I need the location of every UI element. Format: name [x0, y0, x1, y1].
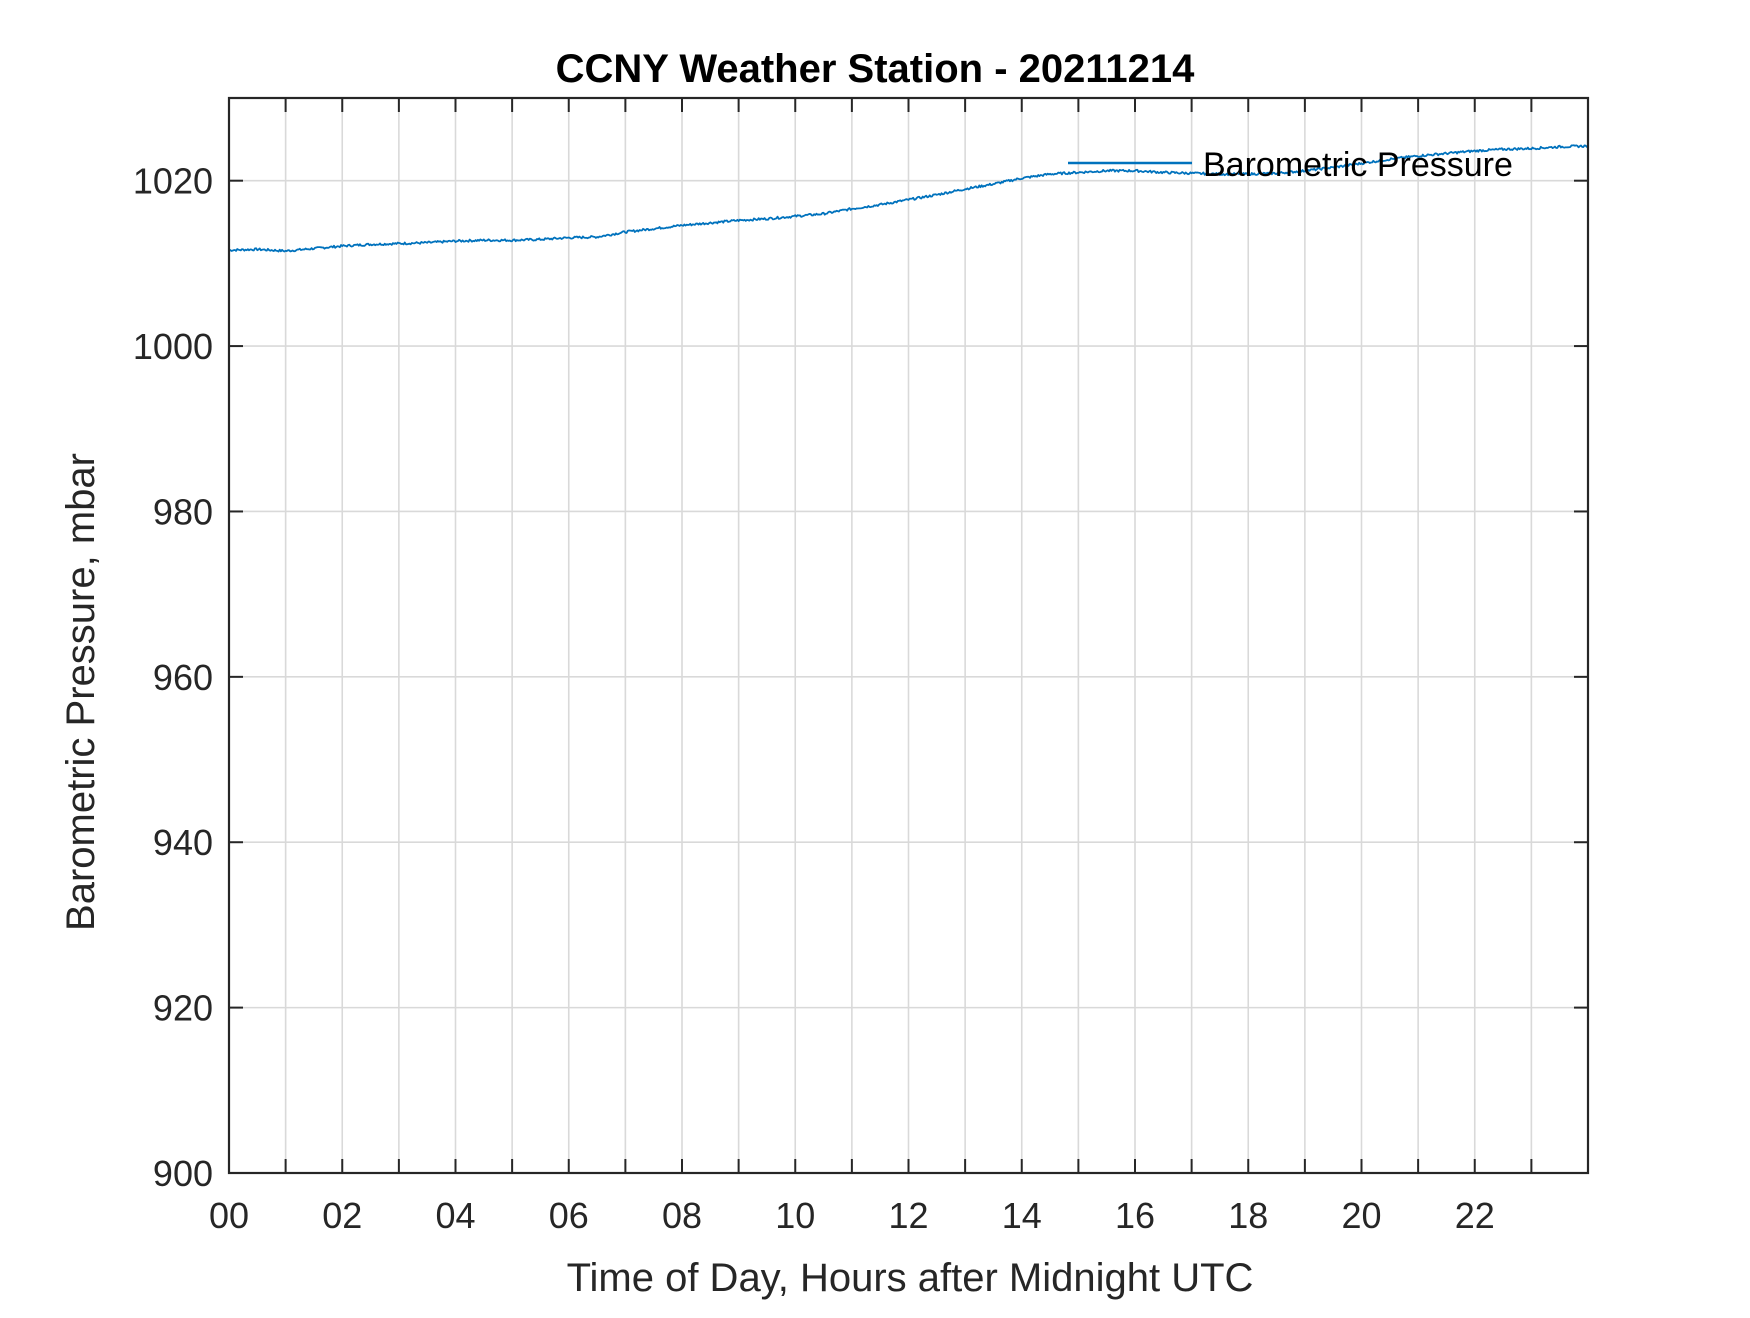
axis-ticks [229, 98, 1588, 1174]
x-tick-label: 02 [322, 1195, 362, 1236]
y-tick-label: 1000 [133, 326, 213, 367]
legend: Barometric Pressure [1068, 146, 1513, 184]
series-line-barometric-pressure [228, 144, 1589, 253]
x-tick-label: 08 [662, 1195, 702, 1236]
y-tick-label: 980 [153, 491, 213, 532]
plot-frame [227, 96, 1590, 1175]
y-axis-label: Barometric Pressure, mbar [59, 453, 103, 931]
y-tick-label: 960 [153, 657, 213, 698]
x-tick-label: 10 [775, 1195, 815, 1236]
x-tick-label: 04 [435, 1195, 475, 1236]
legend-label: Barometric Pressure [1203, 146, 1513, 184]
x-tick-label: 18 [1228, 1195, 1268, 1236]
x-tick-label: 22 [1455, 1195, 1495, 1236]
series-layer [228, 144, 1589, 253]
y-tick-label: 900 [153, 1153, 213, 1194]
x-tick-label: 12 [888, 1195, 928, 1236]
x-tick-label: 14 [1002, 1195, 1042, 1236]
x-tick-label: 06 [549, 1195, 589, 1236]
y-tick-labels: 900 920 940 960 980 1000 1020 [133, 161, 213, 1194]
x-axis-label: Time of Day, Hours after Midnight UTC [567, 1256, 1254, 1300]
y-tick-label: 1020 [133, 161, 213, 202]
chart-title: CCNY Weather Station - 20211214 [556, 47, 1196, 91]
y-tick-label: 920 [153, 988, 213, 1029]
grid-lines [229, 98, 1588, 1173]
x-tick-label: 16 [1115, 1195, 1155, 1236]
x-tick-label: 20 [1341, 1195, 1381, 1236]
x-tick-labels: 00 02 04 06 08 10 12 14 16 18 20 22 [209, 1195, 1495, 1236]
y-tick-label: 940 [153, 822, 213, 863]
x-tick-label: 00 [209, 1195, 249, 1236]
